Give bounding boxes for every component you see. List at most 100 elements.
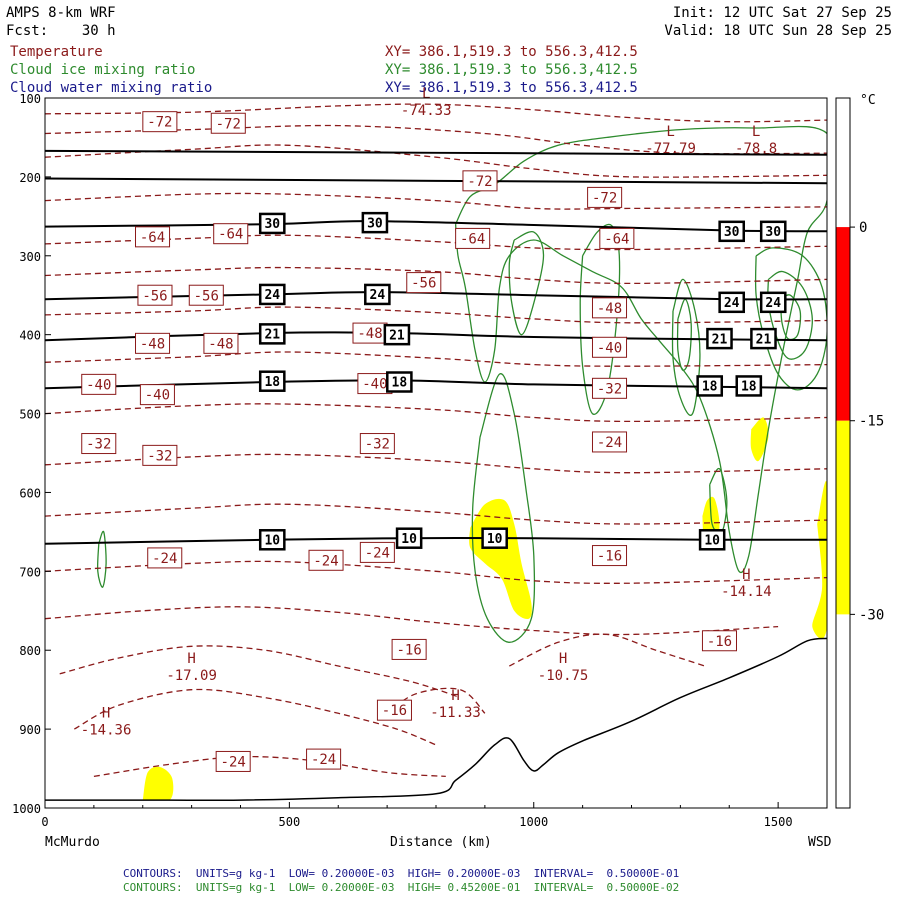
x-axis-label: Distance (km): [390, 835, 492, 850]
temperature-label-11: -48: [591, 297, 628, 319]
temperature-label-32-box: [306, 748, 342, 770]
extremum-value: -78.8: [735, 141, 777, 157]
temperature-label-25-text: -24: [313, 553, 338, 569]
temperature-label-2-text: -72: [467, 174, 492, 190]
colorbar-band-0: [836, 227, 850, 421]
temperature-label-16: -40: [81, 373, 117, 395]
colorbar-tick-label--15: -15: [859, 414, 884, 430]
temperature-label-22-box: [359, 433, 395, 455]
temperature-label-26-text: -24: [365, 545, 390, 561]
isentrope-label-21-0: 21: [258, 323, 286, 345]
temperature-label-9-box: [188, 284, 224, 306]
temperature-label-8: -56: [137, 284, 173, 306]
temperature-contour-13: [59, 645, 461, 699]
isentrope-label-10-3: 10: [698, 529, 726, 551]
temperature-label-31: -24: [215, 750, 251, 772]
temperature-label-5-text: -64: [218, 227, 243, 243]
temperature-contour-12: [45, 606, 779, 636]
isentrope-label-21-3: 21: [750, 327, 777, 350]
temperature-label-29-text: -16: [396, 642, 421, 658]
cloud-water-shade-4: [750, 417, 769, 462]
temperature-contour-9: [45, 453, 827, 474]
isentrope-label-24-1-text: 24: [370, 288, 386, 303]
temperature-label-28-box: [701, 630, 737, 652]
extremum-value: -11.33: [430, 705, 481, 721]
isentrope-label-10-1: 10: [395, 527, 423, 549]
temperature-label-15: -40: [591, 336, 628, 358]
temperature-label-3-box: [587, 186, 623, 208]
temperature-label-4-box: [135, 226, 171, 248]
temperature-label-28-text: -16: [707, 634, 732, 650]
cloud-ice-contour-10: [709, 467, 728, 535]
isentrope-label-18-1: 18: [386, 371, 413, 393]
temperature-label-23: -24: [591, 431, 628, 453]
temperature-contour-14: [73, 688, 437, 746]
colorbar-tick-label-0: 0: [859, 220, 867, 236]
footer-contours-cloud-ice: CONTOURS: UNITS=g kg-1 LOW= 0.20000E-03 …: [123, 881, 680, 894]
temperature-label-22: -32: [359, 433, 395, 455]
isentrope-label-10-3-box: [698, 529, 726, 551]
temperature-label-30-text: -16: [382, 703, 407, 719]
extremum-type: L: [666, 124, 674, 140]
extremum-L-1: L-77.79: [645, 124, 696, 157]
isentrope-label-10-0-box: [258, 529, 286, 551]
field-temperature-xy: XY= 386.1,519.3 to 556.3,412.5: [385, 44, 638, 60]
temperature-contour-6: [45, 306, 827, 324]
isentrope-label-18-3-box: [735, 375, 763, 397]
isentrope-label-30-0-text: 30: [264, 217, 280, 232]
temperature-contour-5: [45, 266, 827, 285]
temperature-label-24-box: [147, 547, 183, 569]
temperature-contour-8: [45, 403, 827, 423]
isentrope-label-21-3-text: 21: [756, 332, 772, 347]
temperature-label-8-text: -56: [142, 288, 167, 304]
temperature-label-14-text: -48: [357, 326, 382, 342]
isentrope-label-18-1-text: 18: [392, 376, 408, 391]
y-tick-label-100: 100: [19, 92, 41, 106]
forecast-hour: Fcst: 30 h: [6, 23, 116, 39]
cloud-ice-contour-6: [754, 247, 827, 391]
temperature-label-20: -32: [81, 433, 117, 455]
isentrope-label-10-2-box: [481, 527, 508, 549]
isentrope-label-21-1-box: [383, 323, 411, 346]
temperature-label-32-text: -24: [311, 752, 336, 768]
temperature-label-3: -72: [587, 186, 623, 208]
extremum-value: -74.33: [401, 103, 452, 119]
valid-time: Valid: 18 UTC Sun 28 Sep 25: [664, 23, 892, 39]
cloud-ice-contour-9: [96, 530, 107, 588]
temperature-label-1: -72: [210, 112, 246, 134]
temperature-label-23-box: [591, 431, 628, 453]
temperature-label-10: -56: [406, 272, 442, 294]
terrain-line: [45, 637, 827, 802]
extremum-H-7: H-14.14: [721, 567, 772, 600]
isentrope-label-30-0-box: [258, 212, 286, 235]
colorbar-outline: [835, 97, 851, 809]
isentrope-label-30-1-box: [361, 211, 389, 234]
temperature-label-29: -16: [391, 638, 427, 660]
isentrope-label-30-3-box: [759, 220, 787, 243]
colorbar-tick-label--30: -30: [859, 607, 884, 623]
isentrope-label-21-0-text: 21: [264, 328, 280, 343]
temperature-label-32: -24: [306, 748, 342, 770]
isentrope-label-18-2-box: [696, 375, 724, 397]
temperature-label-20-box: [81, 433, 117, 455]
temperature-label-9: -56: [188, 284, 224, 306]
temperature-label-27-text: -16: [597, 549, 622, 565]
isentrope-label-18-3-text: 18: [741, 380, 757, 395]
temperature-label-6: -64: [455, 227, 491, 249]
temperature-label-0: -72: [142, 111, 178, 133]
extremum-type: L: [422, 86, 430, 102]
temperature-label-2-box: [462, 170, 498, 192]
temperature-label-24: -24: [147, 547, 183, 569]
temperature-label-19-box: [591, 377, 628, 399]
cloud-ice-contour-5: [676, 298, 692, 372]
temperature-label-17-text: -40: [145, 388, 170, 404]
isentrope-label-30-1: 30: [361, 211, 389, 234]
temperature-label-9-text: -56: [194, 288, 219, 304]
extremum-value: -14.14: [721, 584, 772, 600]
isentrope-label-24-2-text: 24: [724, 296, 740, 311]
extremum-H-5: H-11.33: [430, 688, 481, 721]
extremum-H-4: H-10.75: [538, 651, 589, 684]
isentrope-label-10-0-text: 10: [264, 533, 280, 548]
isentrope-label-10-3-text: 10: [704, 533, 720, 548]
temperature-label-26-box: [359, 541, 395, 563]
